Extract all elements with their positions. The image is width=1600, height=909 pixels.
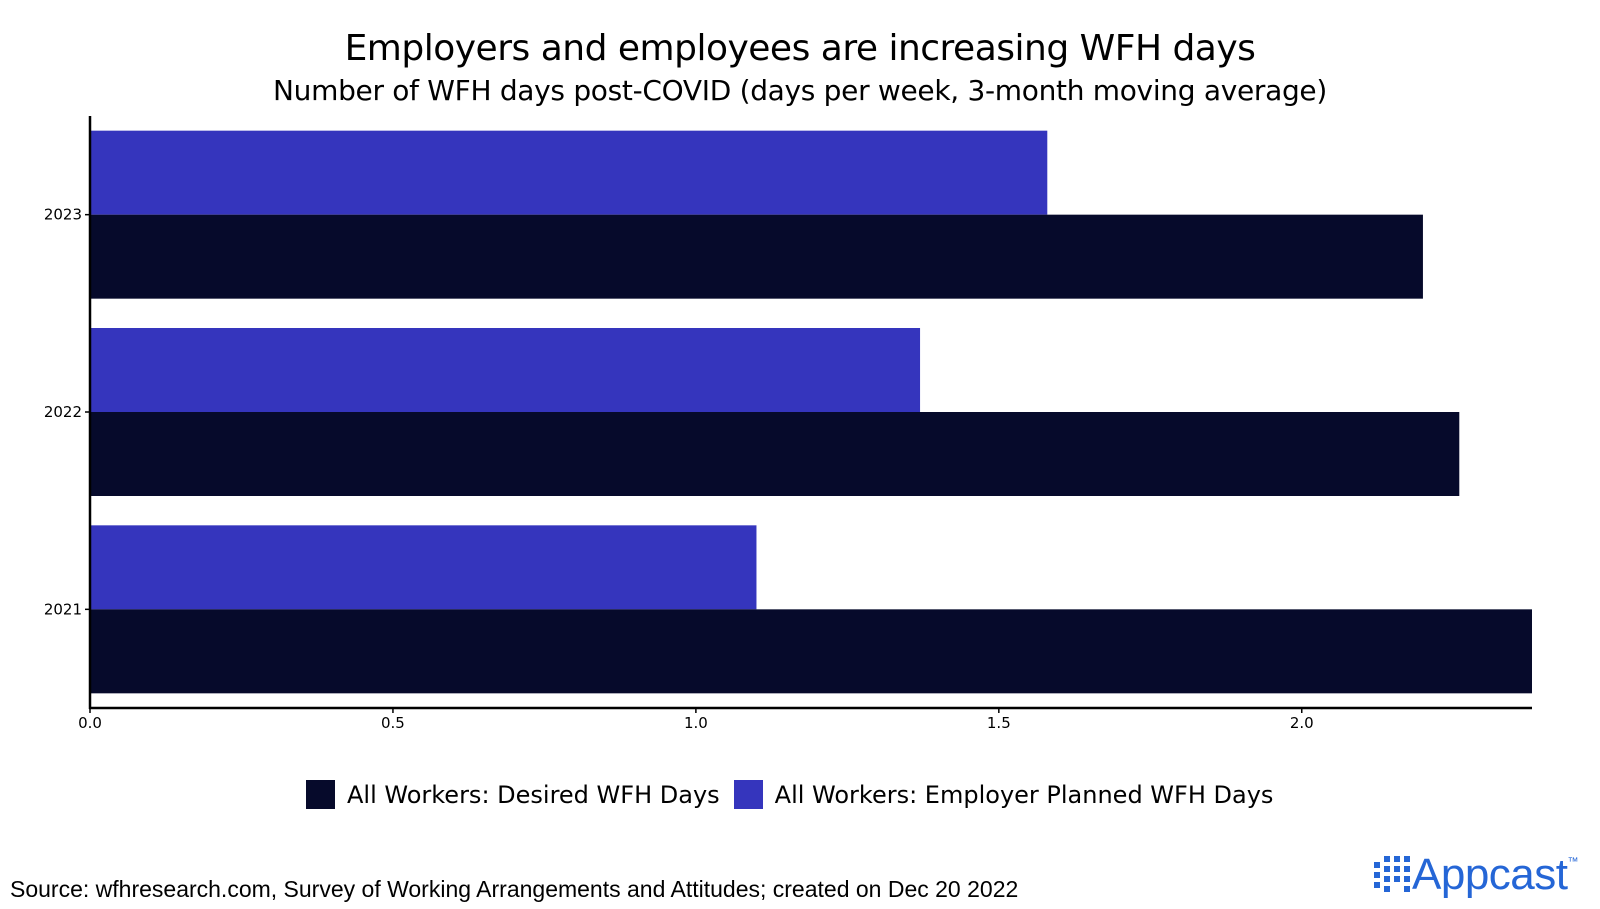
- source-note: Source: wfhresearch.com, Survey of Worki…: [10, 876, 1019, 902]
- legend-swatch-desired: [306, 780, 335, 809]
- bar-chart: 2023 2022 2021 0.0 0.5 1.0 1.5 2.0: [44, 116, 1532, 732]
- legend-item-employer-planned: All Workers: Employer Planned WFH Days: [733, 780, 1274, 809]
- y-tick-label-2023: 2023: [44, 206, 82, 224]
- y-tick-label-2022: 2022: [44, 403, 82, 421]
- bar-2023-desired: [90, 214, 1423, 299]
- appcast-logo: Appcast ™: [1374, 850, 1578, 900]
- legend-item-desired: All Workers: Desired WFH Days: [306, 780, 720, 809]
- chart-title: Employers and employees are increasing W…: [344, 28, 1256, 69]
- x-tick-label: 1.0: [684, 714, 708, 732]
- bar-2022-desired: [90, 412, 1460, 496]
- x-tick-label: 2.0: [1290, 714, 1314, 732]
- appcast-logo-text: Appcast: [1412, 850, 1568, 899]
- bar-2023-employer-planned: [90, 130, 1048, 215]
- appcast-logo-tm: ™: [1567, 856, 1579, 868]
- chart-subtitle: Number of WFH days post-COVID (days per …: [273, 74, 1327, 107]
- y-tick-label-2021: 2021: [44, 600, 82, 618]
- bar-2021-employer-planned: [90, 525, 757, 610]
- bar-2022-employer-planned: [90, 328, 921, 412]
- legend: All Workers: Desired WFH Days All Worker…: [306, 780, 1287, 809]
- legend-label-employer-planned: All Workers: Employer Planned WFH Days: [774, 780, 1274, 809]
- appcast-logo-icon: [1374, 856, 1410, 892]
- legend-label-desired: All Workers: Desired WFH Days: [347, 780, 720, 809]
- x-tick-label: 0.5: [381, 714, 405, 732]
- bar-2021-desired: [90, 609, 1532, 694]
- legend-swatch-employer-planned: [733, 780, 763, 809]
- x-tick-label: 1.5: [987, 714, 1011, 732]
- x-tick-label: 0.0: [78, 714, 102, 732]
